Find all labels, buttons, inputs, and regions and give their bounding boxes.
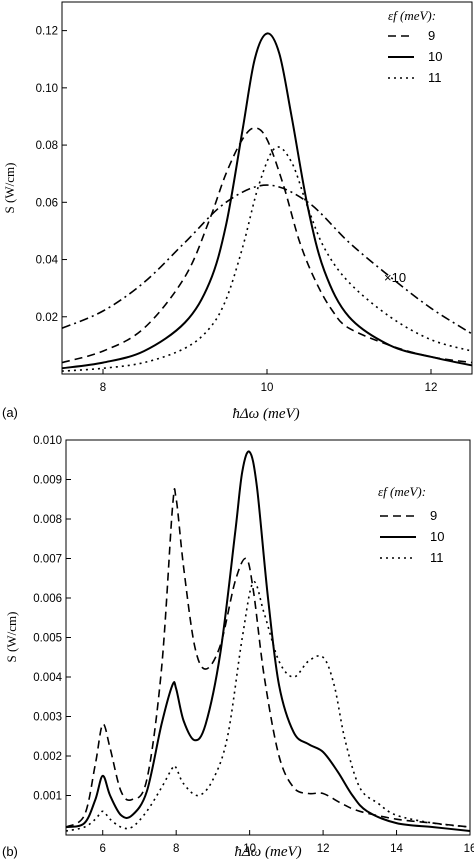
y-tick-label: 0.06 bbox=[36, 197, 58, 209]
series-b bbox=[65, 450, 471, 832]
y-tick-label: 0.010 bbox=[33, 435, 62, 447]
series-line-ef-9 bbox=[65, 488, 471, 828]
y-tick-label: 0.005 bbox=[33, 633, 62, 645]
y-tick-label: 0.12 bbox=[36, 26, 58, 38]
legend-label-ef-10: 10 bbox=[428, 49, 442, 64]
y-tick-label: 0.006 bbox=[33, 593, 62, 605]
series-a bbox=[61, 32, 473, 372]
y-axis-label-b: S (W/cm) bbox=[4, 612, 19, 663]
panel-label-b: (b) bbox=[2, 844, 18, 859]
legend-a: εf (meV): 9 10 11 bbox=[388, 8, 442, 85]
legend-title: εf (meV): bbox=[388, 8, 436, 23]
plot-frame-b bbox=[65, 439, 471, 836]
legend-title: εf (meV): bbox=[378, 484, 426, 499]
x-axis-label-a: ħΔω (meV) bbox=[232, 406, 299, 422]
x-tick-label: 12 bbox=[425, 382, 438, 394]
x-tick-label: 16 bbox=[464, 843, 474, 855]
series-line-x10 bbox=[61, 184, 473, 335]
panel-a: 8 10 12 0.02 0.04 0.06 0.08 0.10 0.12 εf (meV): 9… bbox=[2, 1, 473, 422]
series-line-ef-11 bbox=[61, 146, 473, 372]
y-tick-label: 0.02 bbox=[36, 312, 58, 324]
y-tick-label: 0.004 bbox=[33, 672, 62, 684]
x-tick-label: 8 bbox=[100, 382, 106, 394]
y-tick-label: 0.008 bbox=[33, 514, 62, 526]
panel-label-a: (a) bbox=[2, 405, 18, 420]
ticks-b: 6 8 10 12 14 16 0.001 0.002 0.003 0.004 0.005 0.006… bbox=[33, 435, 474, 855]
x-tick-label: 8 bbox=[173, 843, 179, 855]
y-tick-label: 0.10 bbox=[36, 83, 58, 95]
y-tick-label: 0.002 bbox=[33, 751, 62, 763]
y-tick-label: 0.007 bbox=[33, 554, 62, 566]
legend-label-ef-9: 9 bbox=[428, 28, 435, 43]
x-tick-label: 6 bbox=[100, 843, 106, 855]
panel-b: 6 8 10 12 14 16 0.001 0.002 0.003 0.004 0.005 0.006… bbox=[2, 435, 474, 859]
legend-label-ef-10: 10 bbox=[430, 529, 444, 544]
x-tick-label: 14 bbox=[390, 843, 403, 855]
y-tick-label: 0.003 bbox=[33, 712, 62, 724]
y-tick-label: 0.08 bbox=[36, 140, 58, 152]
legend-label-ef-9: 9 bbox=[430, 508, 437, 523]
y-tick-label: 0.009 bbox=[33, 475, 62, 487]
ticks-a: 8 10 12 0.02 0.04 0.06 0.08 0.10 0.12 bbox=[36, 26, 438, 394]
y-axis-label-a: S (W/cm) bbox=[2, 163, 17, 214]
x-tick-label: 12 bbox=[317, 843, 330, 855]
series-line-ef-10 bbox=[65, 450, 471, 832]
legend-label-ef-11: 11 bbox=[428, 70, 442, 85]
y-tick-label: 0.04 bbox=[36, 255, 59, 267]
legend-b: εf (meV): 9 10 11 bbox=[378, 484, 444, 565]
legend-label-ef-11: 11 bbox=[430, 550, 444, 565]
series-line-ef-9 bbox=[61, 127, 473, 364]
series-line-ef-11 bbox=[65, 581, 471, 832]
annotation-x10: ×10 bbox=[384, 270, 406, 285]
x-tick-label: 10 bbox=[261, 382, 274, 394]
x-tick-label: 10 bbox=[243, 843, 256, 855]
x-axis-label-b: ħΔω (meV) bbox=[234, 844, 301, 859]
y-tick-label: 0.001 bbox=[33, 791, 62, 803]
series-line-ef-10 bbox=[61, 32, 473, 370]
